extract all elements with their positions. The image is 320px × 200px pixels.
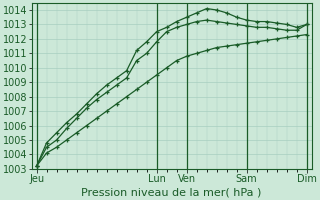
X-axis label: Pression niveau de la mer( hPa ): Pression niveau de la mer( hPa ) <box>82 187 262 197</box>
